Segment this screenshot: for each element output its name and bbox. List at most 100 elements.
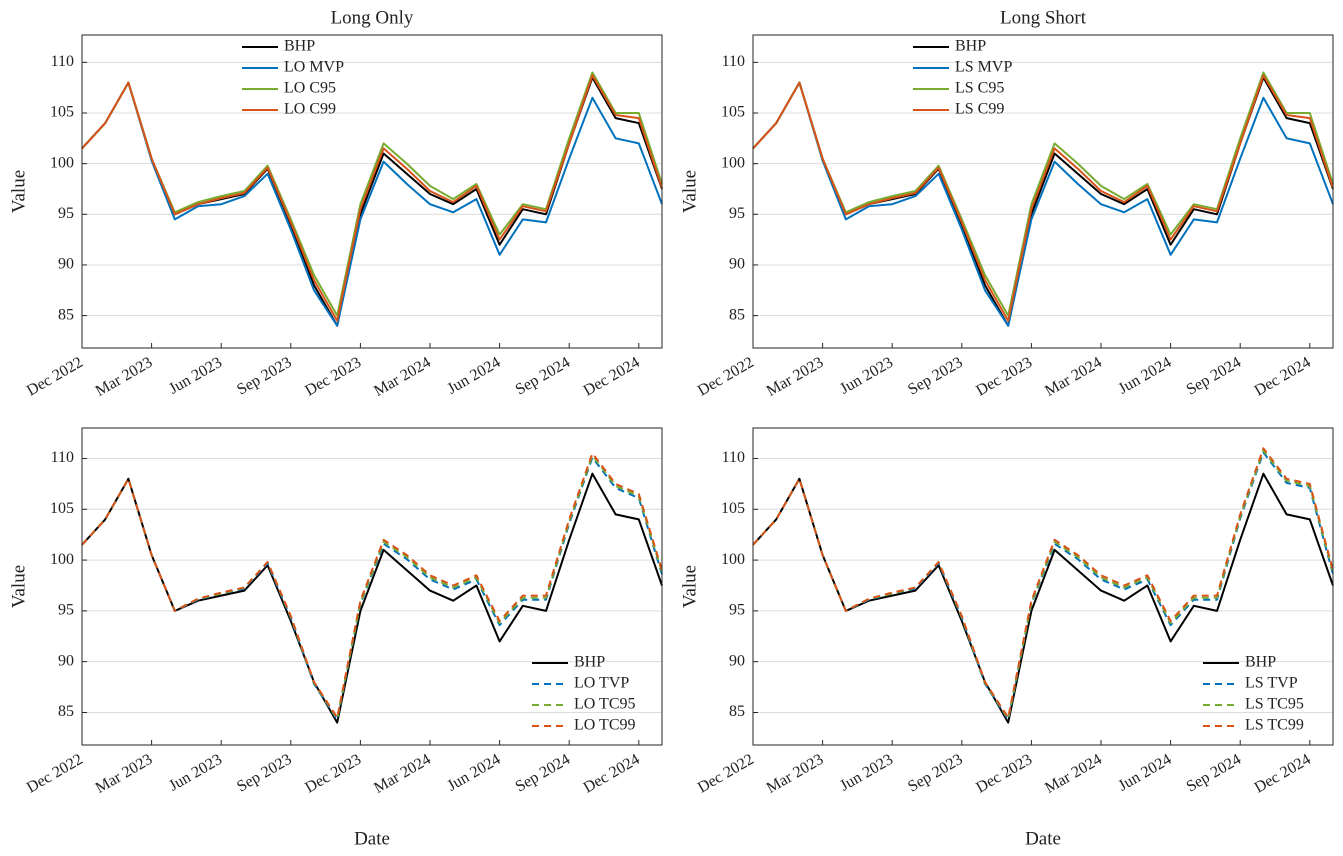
- x-tick-label: Dec 2022: [695, 751, 757, 797]
- x-tick-label: Dec 2023: [302, 354, 364, 400]
- legend-label: BHP: [284, 38, 315, 55]
- x-tick-label: Sep 2023: [905, 751, 965, 796]
- series-line: [752, 71, 1334, 317]
- x-tick-label: Sep 2024: [1184, 354, 1244, 399]
- x-tick-label: Jun 2024: [1116, 751, 1175, 795]
- legend-label: LS TC99: [1245, 717, 1304, 734]
- y-tick-label: 110: [51, 53, 74, 70]
- y-axis-label: Value: [679, 565, 700, 608]
- x-tick-label: Sep 2024: [513, 354, 573, 399]
- series-line: [81, 71, 663, 317]
- x-tick-label: Sep 2023: [905, 354, 965, 399]
- x-tick-label: Dec 2022: [695, 354, 757, 400]
- series-line: [81, 472, 663, 724]
- x-tick-label: Jun 2023: [166, 751, 225, 795]
- legend-label: BHP: [1245, 654, 1276, 671]
- x-tick-label: Sep 2023: [234, 354, 294, 399]
- y-tick-label: 110: [51, 449, 74, 466]
- x-tick-label: Jun 2023: [837, 354, 896, 398]
- x-tick-label: Mar 2024: [1042, 354, 1105, 400]
- legend-label: LO MVP: [284, 59, 344, 76]
- legend-label: LO TC95: [574, 696, 635, 713]
- x-tick-label: Dec 2024: [581, 751, 643, 797]
- plot-area: [82, 428, 662, 745]
- series-line: [752, 81, 1334, 327]
- y-tick-label: 105: [50, 104, 74, 121]
- chart-title: Long Short: [1000, 7, 1087, 28]
- legend-label: BHP: [955, 38, 986, 55]
- y-tick-label: 90: [729, 652, 745, 669]
- legend-label: LS MVP: [955, 59, 1012, 76]
- y-tick-label: 85: [729, 306, 745, 323]
- legend-label: LS TVP: [1245, 675, 1298, 692]
- x-tick-label: Jun 2024: [445, 354, 504, 398]
- y-tick-label: 85: [58, 306, 74, 323]
- series-line: [752, 472, 1334, 724]
- x-tick-label: Dec 2023: [973, 751, 1035, 797]
- y-tick-label: 95: [729, 602, 745, 619]
- y-tick-label: 90: [58, 652, 74, 669]
- x-axis-label: Date: [1025, 828, 1061, 849]
- y-tick-label: 100: [50, 551, 74, 568]
- x-tick-label: Sep 2024: [513, 751, 573, 796]
- x-tick-label: Dec 2023: [973, 354, 1035, 400]
- x-tick-label: Mar 2023: [93, 354, 156, 400]
- x-tick-label: Jun 2024: [445, 751, 504, 795]
- series-line: [81, 81, 663, 327]
- series-line: [81, 74, 663, 322]
- y-axis-label: Value: [8, 170, 29, 213]
- legend-label: LS TC95: [1245, 696, 1304, 713]
- x-axis-label: Date: [354, 828, 390, 849]
- legend-label: LS C99: [955, 101, 1004, 118]
- legend-label: LS C95: [955, 80, 1004, 97]
- plot-frame: [752, 34, 1334, 349]
- legend-label: LO TVP: [574, 675, 629, 692]
- x-tick-label: Dec 2024: [1252, 751, 1314, 797]
- series-line: [81, 452, 663, 719]
- y-tick-label: 95: [729, 205, 745, 222]
- x-tick-label: Mar 2024: [371, 354, 434, 400]
- x-tick-label: Dec 2024: [581, 354, 643, 400]
- legend-label: LO C95: [284, 80, 336, 97]
- x-tick-label: Mar 2023: [764, 751, 827, 797]
- legend-label: LO C99: [284, 101, 336, 118]
- y-axis-label: Value: [679, 170, 700, 213]
- series-line: [752, 447, 1334, 719]
- x-tick-label: Jun 2023: [166, 354, 225, 398]
- x-tick-label: Jun 2023: [837, 751, 896, 795]
- x-tick-label: Sep 2023: [234, 751, 294, 796]
- y-tick-label: 85: [58, 703, 74, 720]
- y-tick-label: 100: [50, 154, 74, 171]
- x-tick-label: Mar 2024: [1042, 751, 1105, 797]
- x-tick-label: Sep 2024: [1184, 751, 1244, 796]
- y-tick-label: 95: [58, 205, 74, 222]
- x-tick-label: Mar 2023: [93, 751, 156, 797]
- y-tick-label: 105: [50, 500, 74, 517]
- plot-frame: [752, 427, 1334, 746]
- y-tick-label: 100: [721, 154, 745, 171]
- plot-frame: [81, 427, 663, 746]
- legend-label: BHP: [574, 654, 605, 671]
- plot-frame: [81, 34, 663, 349]
- chart-title: Long Only: [331, 7, 414, 28]
- x-tick-label: Mar 2023: [764, 354, 827, 400]
- y-tick-label: 85: [729, 703, 745, 720]
- y-tick-label: 100: [721, 551, 745, 568]
- x-tick-label: Dec 2024: [1252, 354, 1314, 400]
- series-line: [752, 74, 1334, 322]
- y-tick-label: 90: [729, 256, 745, 273]
- x-tick-label: Mar 2024: [371, 751, 434, 797]
- x-tick-label: Dec 2022: [24, 751, 86, 797]
- legend-label: LO TC99: [574, 717, 635, 734]
- plot-area: [753, 428, 1333, 745]
- y-tick-label: 110: [722, 53, 745, 70]
- y-tick-label: 95: [58, 602, 74, 619]
- y-tick-label: 105: [721, 104, 745, 121]
- x-tick-label: Dec 2023: [302, 751, 364, 797]
- y-axis-label: Value: [8, 565, 29, 608]
- x-tick-label: Dec 2022: [24, 354, 86, 400]
- y-tick-label: 90: [58, 256, 74, 273]
- y-tick-label: 105: [721, 500, 745, 517]
- x-tick-label: Jun 2024: [1116, 354, 1175, 398]
